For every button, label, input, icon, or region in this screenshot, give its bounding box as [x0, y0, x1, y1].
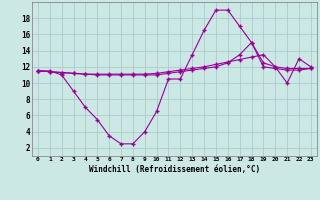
X-axis label: Windchill (Refroidissement éolien,°C): Windchill (Refroidissement éolien,°C) — [89, 165, 260, 174]
